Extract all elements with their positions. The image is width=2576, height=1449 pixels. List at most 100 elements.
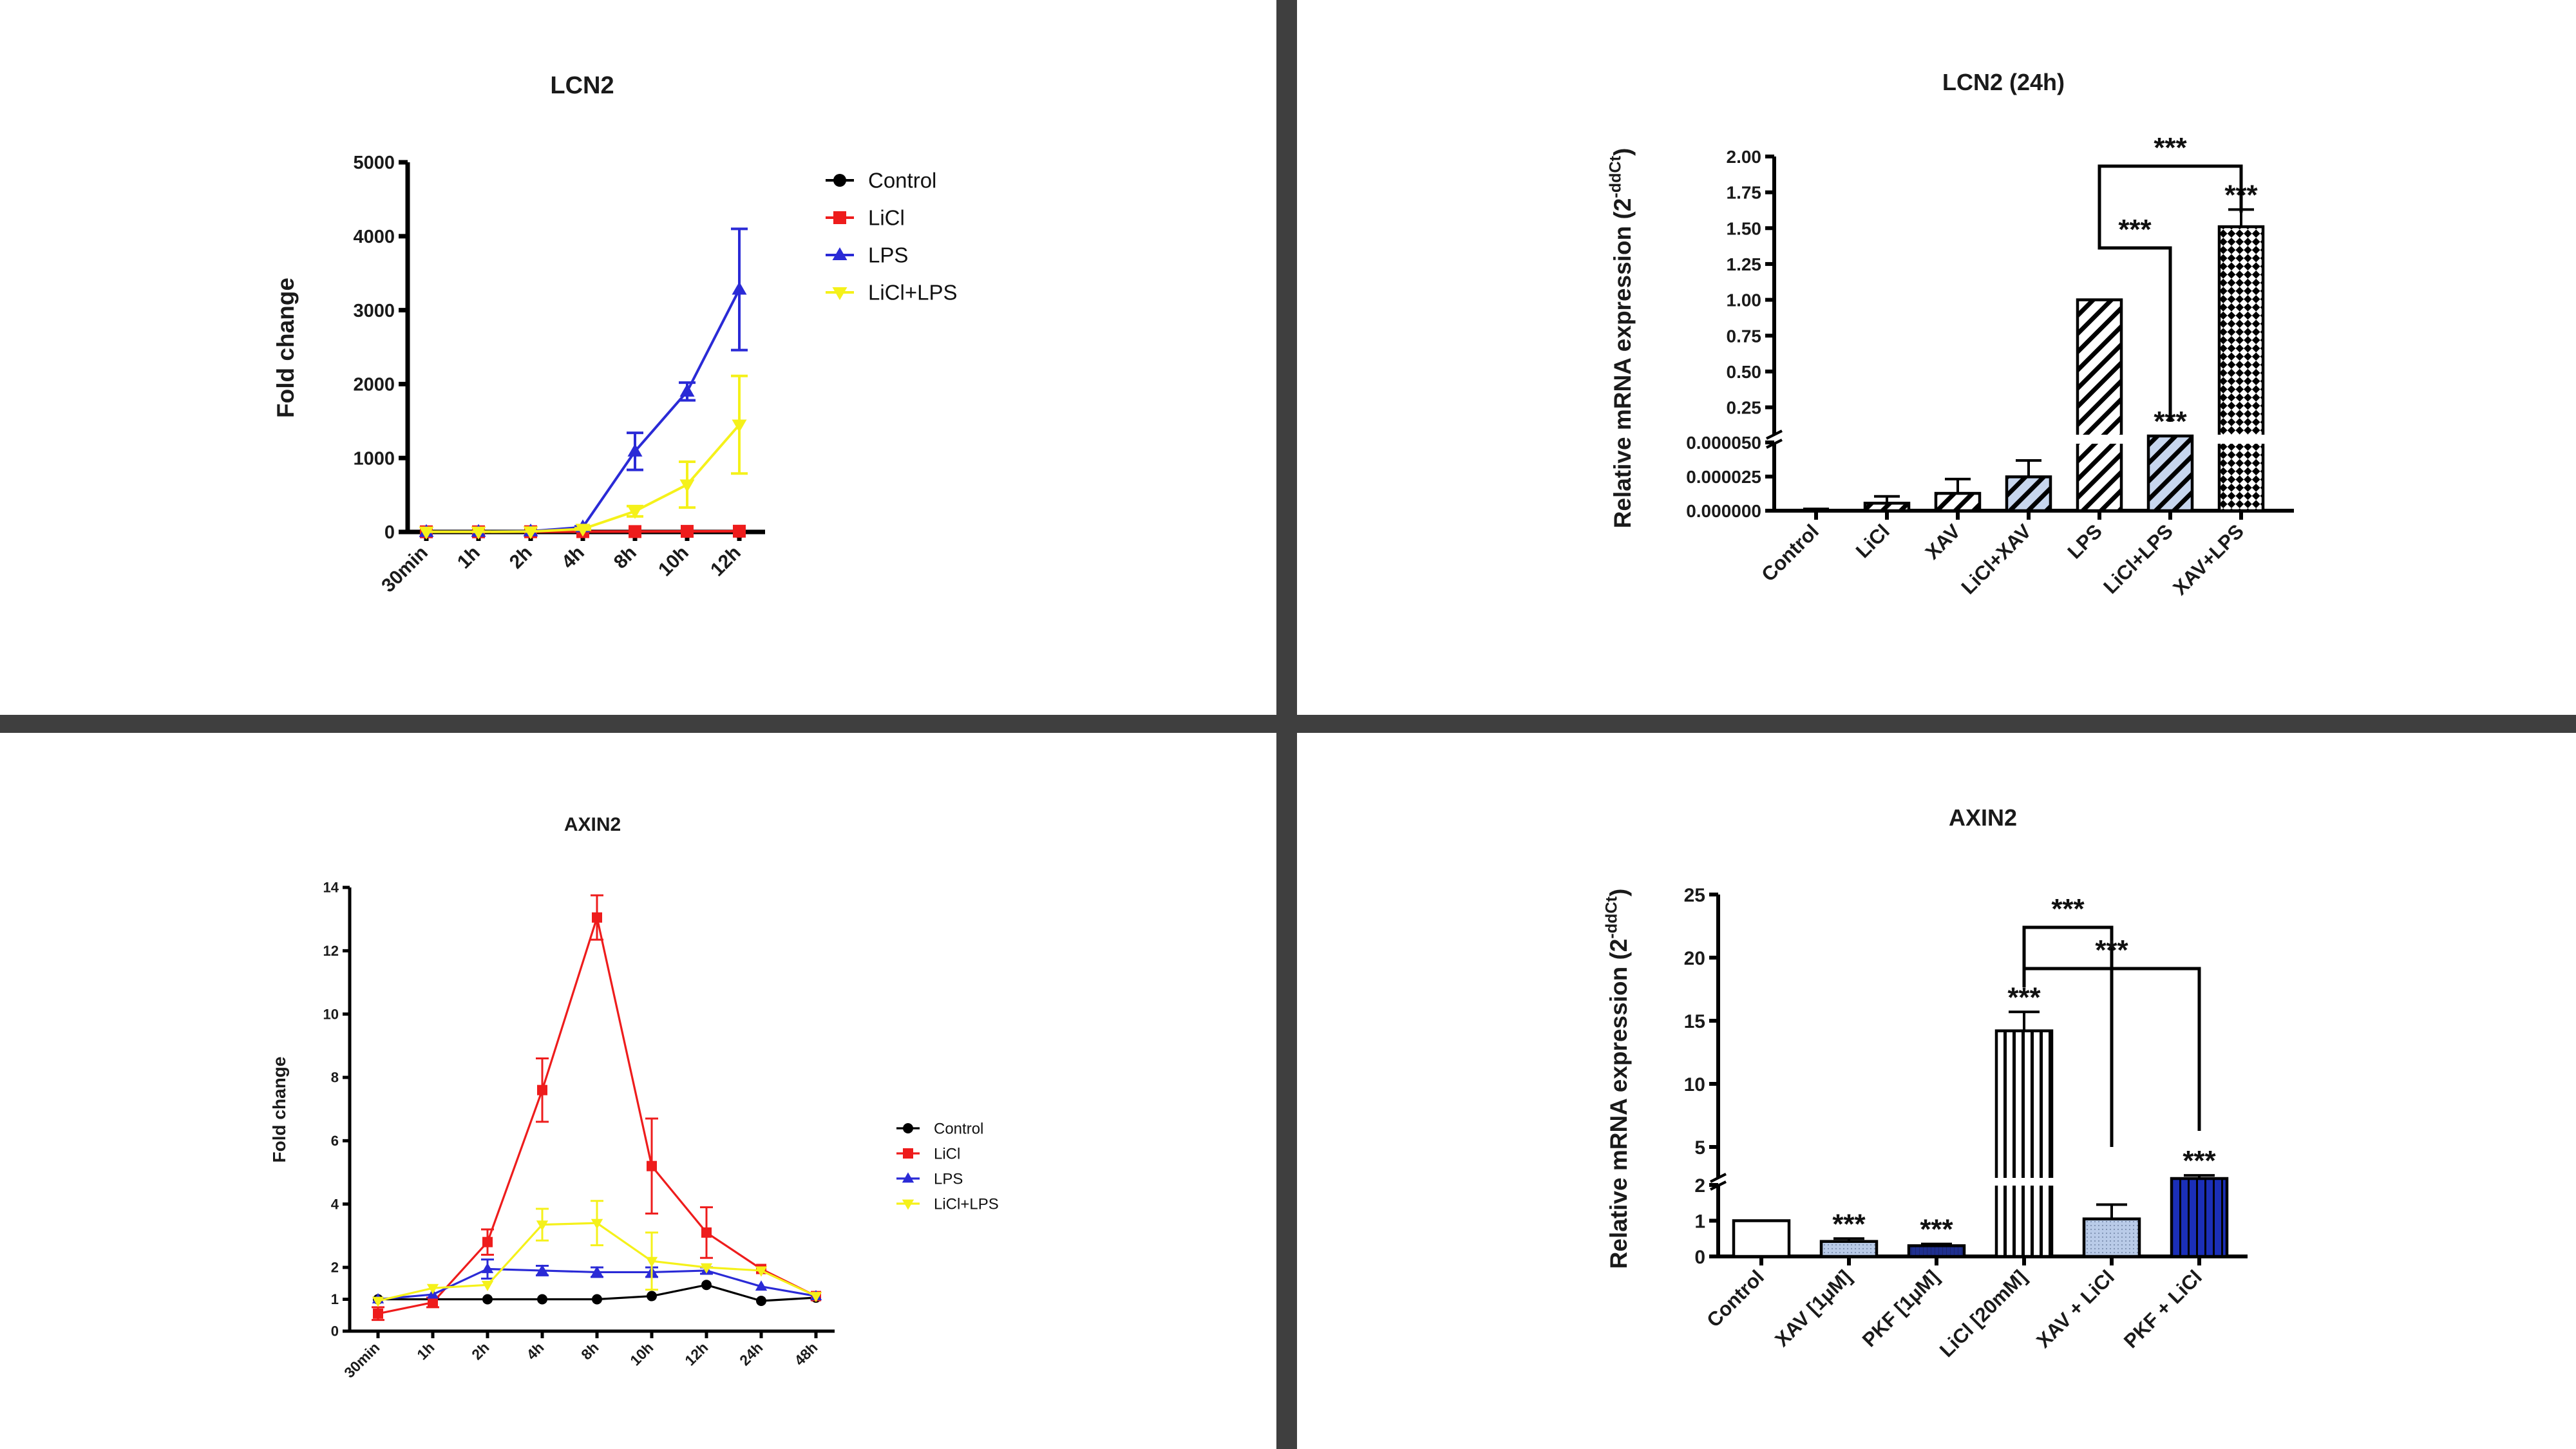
data-point	[681, 525, 694, 538]
data-point	[756, 1295, 766, 1306]
bar	[2076, 298, 2123, 513]
data-point	[732, 419, 747, 433]
legend-label: LPS	[868, 243, 908, 267]
axin2-bar-chart: AXIN2 Relative mRNA expression (2-ddCt) 0 1…	[1602, 804, 2248, 1361]
series-line	[426, 424, 741, 533]
y-tick-label: 4	[331, 1196, 339, 1212]
legend-label: LPS	[934, 1170, 963, 1188]
y-tick-label: 5000	[353, 153, 395, 173]
bar	[1819, 1240, 1879, 1258]
y-tick-label: 0	[1694, 1247, 1705, 1268]
y-axis-label-main: Relative mRNA expression (2	[1609, 198, 1636, 529]
y-tick-label: 1.00	[1727, 290, 1762, 310]
data-point	[591, 1218, 603, 1229]
legend-marker	[832, 287, 848, 300]
legend-marker	[833, 211, 846, 224]
legend-marker	[903, 1123, 913, 1133]
x-tick-label: LPS	[2063, 520, 2107, 563]
legend-label: Control	[868, 169, 936, 193]
x-tick-label: Control	[1702, 1265, 1768, 1332]
x-tick-label: 30min	[377, 542, 432, 597]
y-tick-label: 2000	[353, 375, 395, 395]
x-tick-label: 12h	[706, 542, 745, 581]
chart-title: LCN2 (24h)	[1942, 69, 2065, 95]
data-point	[537, 1294, 547, 1305]
x-tick-label: 2h	[506, 542, 536, 573]
data-point	[701, 1227, 712, 1238]
data-point	[591, 1265, 603, 1276]
y-tick-label: 1	[1694, 1211, 1705, 1232]
x-tick-label: XAV	[1921, 520, 1965, 564]
y-axis-label-end: )	[1605, 889, 1632, 896]
x-tick-label: 8h	[578, 1339, 601, 1363]
x-tick-label: LiCl [20mM]	[1935, 1265, 2031, 1361]
data-point	[627, 506, 643, 519]
y-tick-label: 12	[323, 943, 339, 959]
y-tick-label: 15	[1684, 1011, 1705, 1032]
x-tick-label: 10h	[627, 1339, 656, 1368]
data-point	[373, 1308, 383, 1319]
legend-label: LiCl	[868, 206, 905, 230]
y-tick-label: 1.25	[1727, 254, 1762, 274]
data-point	[575, 524, 591, 537]
data-point	[426, 1283, 439, 1294]
data-point	[647, 1291, 657, 1302]
data-point	[428, 1297, 438, 1308]
data-point	[482, 1294, 493, 1305]
y-tick-label: 2	[1694, 1175, 1705, 1197]
x-tick-label: 48h	[791, 1339, 820, 1368]
legend-label: LiCl+LPS	[934, 1195, 999, 1213]
series-line	[377, 913, 817, 1315]
data-point	[810, 1292, 822, 1303]
bar	[2082, 1217, 2141, 1258]
data-point	[679, 479, 695, 493]
significance-bracket	[2098, 164, 2243, 231]
axis-break-mark	[1766, 430, 1783, 440]
bar	[2005, 475, 2052, 513]
x-tick-label: 1h	[413, 1339, 437, 1363]
data-point	[732, 281, 747, 295]
y-tick-label: 0	[384, 522, 395, 543]
y-tick-label: 1000	[353, 448, 395, 469]
x-tick-label: LiCl+LPS	[2099, 520, 2177, 598]
y-tick-label: 10	[1684, 1074, 1705, 1095]
y-axis-label: Relative mRNA expression (2-ddCt)	[1606, 148, 1636, 529]
y-tick-label: 0.25	[1727, 398, 1762, 418]
x-tick-label: 2h	[468, 1339, 492, 1363]
y-tick-label: 1.50	[1727, 218, 1762, 238]
legend-marker	[902, 1172, 914, 1183]
bar-break-gap	[2075, 435, 2124, 444]
data-point	[679, 383, 695, 397]
bracket-stars: ***	[2154, 132, 2187, 164]
data-point	[592, 912, 602, 923]
horizontal-divider	[0, 715, 2576, 733]
y-tick-label: 6	[331, 1133, 339, 1149]
significance-stars: ***	[1832, 1208, 1866, 1240]
data-point	[629, 525, 641, 538]
y-axis-label: Fold change	[269, 1057, 289, 1163]
bar	[1732, 1219, 1791, 1258]
y-tick-label: 0	[331, 1323, 339, 1340]
bar-break-gap	[2217, 435, 2266, 444]
y-tick-label: 10	[323, 1006, 339, 1022]
bar	[2146, 434, 2194, 513]
significance-stars: ***	[2183, 1145, 2216, 1177]
y-tick-label: 4000	[353, 227, 395, 247]
significance-bracket	[2098, 231, 2172, 422]
x-tick-label: 24h	[736, 1339, 766, 1368]
data-point	[536, 1220, 549, 1231]
y-tick-label: 0.000025	[1686, 467, 1761, 487]
series-line	[426, 289, 741, 533]
y-axis-label-superscript: -ddCt	[1602, 896, 1620, 938]
y-tick-label: 2	[331, 1260, 339, 1276]
data-point	[733, 524, 746, 538]
y-tick-label: 3000	[353, 301, 395, 321]
legend-label: LiCl	[934, 1145, 960, 1162]
data-point	[592, 1294, 602, 1305]
x-tick-label: 30min	[341, 1339, 383, 1381]
legend-label: LiCl+LPS	[868, 281, 958, 305]
bar	[1907, 1244, 1966, 1258]
y-axis-label-end: )	[1609, 148, 1636, 156]
data-point	[481, 1262, 494, 1273]
axis-break-mark	[1710, 1173, 1727, 1183]
